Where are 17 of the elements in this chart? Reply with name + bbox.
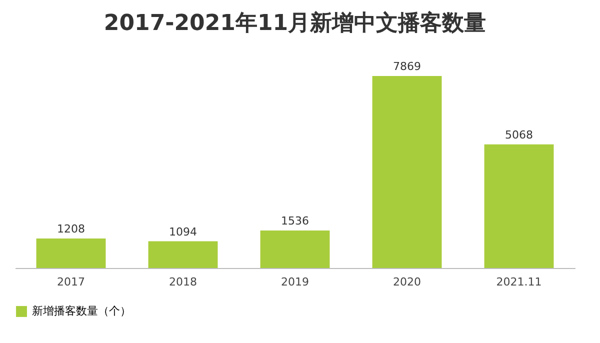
x-tick-label: 2021.11 [496, 276, 542, 288]
data-label: 1536 [281, 214, 309, 228]
bar [148, 241, 218, 268]
data-label: 1094 [169, 225, 197, 238]
bar [372, 76, 442, 268]
data-label: 5068 [505, 128, 533, 142]
bar [36, 238, 106, 268]
bar [484, 144, 554, 268]
x-tick-label: 2017 [57, 276, 85, 288]
x-tick-label: 2020 [393, 276, 421, 288]
data-label: 7869 [393, 60, 421, 74]
x-tick-label: 2019 [281, 276, 309, 288]
chart-title: 2017-2021年11月新增中文播客数量 [104, 10, 486, 36]
x-tick-label: 2018 [169, 276, 197, 288]
legend-label: 新增播客数量（个） [32, 304, 131, 318]
data-label: 1208 [57, 222, 85, 236]
bar [260, 230, 330, 268]
